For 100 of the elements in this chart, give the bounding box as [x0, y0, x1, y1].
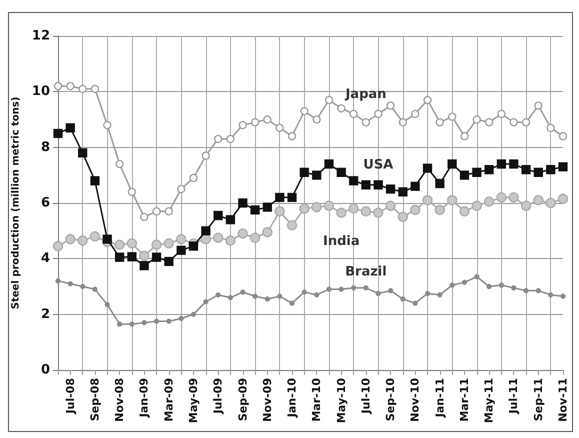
point: [386, 184, 396, 194]
point: [264, 296, 270, 302]
x-tick-label: Sep-11: [532, 378, 545, 422]
point: [115, 160, 124, 168]
point: [336, 168, 346, 177]
x-tick-label: Sep-10: [384, 378, 398, 422]
point: [312, 115, 321, 124]
point: [299, 203, 310, 214]
point: [435, 178, 444, 188]
point: [422, 195, 433, 206]
point: [78, 148, 88, 158]
point: [558, 194, 568, 204]
series-label: India: [322, 234, 360, 249]
point: [398, 118, 407, 126]
point: [104, 302, 110, 308]
point: [176, 246, 186, 255]
x-tick-label: Jul-09: [212, 378, 225, 415]
point: [386, 101, 395, 110]
x-tick-label: Jan-10: [286, 378, 299, 418]
x-tick-label: May-11: [482, 378, 496, 424]
point: [546, 198, 556, 208]
point: [373, 208, 384, 218]
point: [398, 187, 408, 196]
x-tick-label: Mar-09: [162, 378, 176, 422]
point: [190, 312, 196, 317]
point: [337, 104, 346, 112]
point: [286, 220, 298, 230]
point: [558, 162, 568, 172]
point: [312, 170, 322, 180]
series-label: USA: [363, 157, 394, 172]
point: [276, 124, 284, 132]
point: [164, 238, 174, 248]
point: [54, 82, 62, 90]
point: [66, 123, 75, 132]
point: [203, 299, 208, 304]
point: [314, 292, 320, 298]
point: [178, 316, 184, 322]
point: [374, 180, 383, 190]
x-tick-label: Jul-11: [507, 378, 520, 415]
point: [509, 159, 518, 169]
point: [536, 288, 541, 294]
point: [349, 176, 358, 186]
point: [116, 321, 122, 327]
point: [324, 200, 334, 211]
point: [324, 96, 334, 104]
point: [485, 118, 494, 126]
point: [177, 184, 186, 194]
point: [213, 232, 224, 243]
point: [188, 242, 198, 251]
point: [336, 208, 346, 218]
point: [127, 252, 136, 262]
point: [486, 284, 492, 290]
point: [214, 210, 223, 220]
point: [152, 207, 161, 216]
point: [90, 231, 100, 242]
point: [411, 110, 420, 118]
point: [338, 286, 344, 292]
point: [312, 202, 322, 212]
point: [436, 118, 444, 126]
point: [250, 232, 260, 243]
point: [497, 110, 506, 118]
point: [496, 159, 506, 169]
point: [65, 234, 76, 244]
point: [534, 101, 542, 110]
point: [558, 132, 568, 140]
x-tick-label: Jul-08: [64, 378, 77, 415]
point: [252, 294, 258, 299]
point: [189, 174, 198, 182]
point: [78, 235, 88, 246]
point: [460, 132, 469, 140]
y-tick-label: 6: [40, 196, 50, 210]
x-tick-label: Jul-10: [359, 378, 372, 415]
point: [472, 115, 481, 124]
point: [129, 321, 134, 327]
point: [460, 170, 470, 180]
point: [511, 285, 516, 290]
point: [164, 207, 173, 216]
point: [498, 282, 504, 288]
point: [126, 238, 137, 248]
point: [472, 168, 482, 177]
series-label: Brazil: [345, 264, 387, 280]
point: [275, 192, 284, 202]
point: [300, 168, 309, 177]
point: [92, 286, 98, 292]
point: [520, 200, 532, 211]
point: [164, 256, 174, 266]
point: [363, 285, 369, 290]
point: [376, 290, 381, 296]
x-tick-label: Nov-10: [408, 378, 422, 422]
point: [103, 120, 112, 130]
point: [78, 84, 87, 93]
point: [263, 115, 272, 124]
point: [362, 118, 370, 126]
x-tick-label: Mar-11: [458, 378, 471, 422]
point: [351, 285, 356, 290]
x-tick-label: May-10: [334, 378, 348, 424]
point: [262, 227, 272, 238]
point: [202, 152, 210, 160]
point: [533, 195, 544, 206]
point: [548, 292, 554, 298]
